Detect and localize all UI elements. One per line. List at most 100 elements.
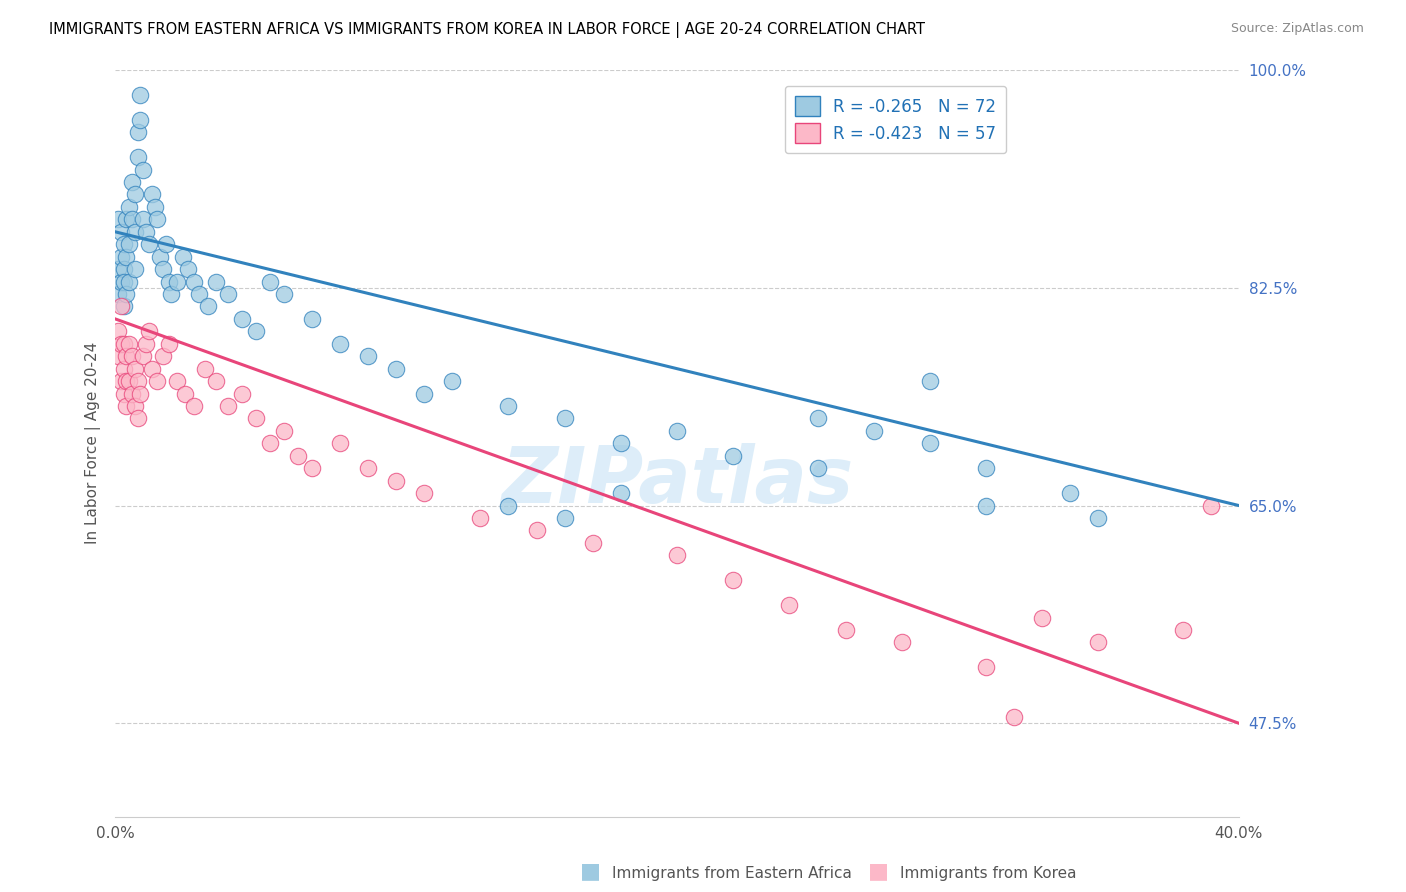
- Point: [259, 436, 281, 450]
- Point: [205, 275, 228, 289]
- Point: [357, 349, 380, 363]
- Point: [385, 361, 408, 376]
- Point: [666, 549, 689, 563]
- Legend: R = -0.265   N = 72, R = -0.423   N = 57: R = -0.265 N = 72, R = -0.423 N = 57: [785, 86, 1005, 153]
- Point: [107, 262, 129, 277]
- Point: [121, 212, 143, 227]
- Point: [273, 424, 295, 438]
- Point: [172, 250, 194, 264]
- Point: [149, 250, 172, 264]
- Text: Immigrants from Eastern Africa: Immigrants from Eastern Africa: [612, 866, 852, 881]
- Point: [110, 225, 132, 239]
- Point: [112, 300, 135, 314]
- Point: [890, 635, 912, 649]
- Point: [498, 399, 520, 413]
- Text: Source: ZipAtlas.com: Source: ZipAtlas.com: [1230, 22, 1364, 36]
- Point: [413, 486, 436, 500]
- Point: [385, 474, 408, 488]
- Point: [152, 262, 174, 277]
- Point: [183, 275, 205, 289]
- Point: [974, 461, 997, 475]
- Point: [974, 499, 997, 513]
- Point: [1199, 499, 1222, 513]
- Point: [1087, 511, 1109, 525]
- Point: [118, 374, 141, 388]
- Y-axis label: In Labor Force | Age 20-24: In Labor Force | Age 20-24: [86, 343, 101, 544]
- Point: [470, 511, 492, 525]
- Point: [582, 536, 605, 550]
- Point: [329, 336, 352, 351]
- Point: [132, 162, 155, 177]
- Point: [231, 312, 253, 326]
- Point: [498, 499, 520, 513]
- Point: [329, 436, 352, 450]
- Point: [217, 399, 239, 413]
- Point: [141, 187, 163, 202]
- Point: [194, 361, 217, 376]
- Point: [166, 275, 188, 289]
- Point: [135, 336, 157, 351]
- Point: [301, 312, 323, 326]
- Point: [127, 125, 149, 139]
- Point: [115, 399, 138, 413]
- Point: [121, 175, 143, 189]
- Point: [118, 200, 141, 214]
- Point: [177, 262, 200, 277]
- Text: Immigrants from Korea: Immigrants from Korea: [900, 866, 1077, 881]
- Point: [245, 411, 267, 425]
- Point: [129, 87, 152, 102]
- Point: [143, 200, 166, 214]
- Point: [778, 598, 800, 612]
- Point: [157, 336, 180, 351]
- Point: [259, 275, 281, 289]
- Point: [357, 461, 380, 475]
- Point: [413, 386, 436, 401]
- Point: [118, 237, 141, 252]
- Point: [273, 287, 295, 301]
- Point: [124, 262, 146, 277]
- Point: [129, 386, 152, 401]
- Point: [138, 237, 160, 252]
- Point: [146, 212, 169, 227]
- Point: [127, 150, 149, 164]
- Point: [135, 225, 157, 239]
- Point: [107, 212, 129, 227]
- Point: [112, 336, 135, 351]
- Point: [115, 287, 138, 301]
- Point: [666, 424, 689, 438]
- Point: [129, 112, 152, 127]
- Text: ■: ■: [869, 862, 889, 881]
- Point: [112, 361, 135, 376]
- Point: [110, 300, 132, 314]
- Point: [1059, 486, 1081, 500]
- Point: [115, 374, 138, 388]
- Point: [974, 660, 997, 674]
- Point: [107, 349, 129, 363]
- Point: [107, 287, 129, 301]
- Point: [918, 374, 941, 388]
- Point: [526, 524, 548, 538]
- Point: [157, 275, 180, 289]
- Point: [132, 349, 155, 363]
- Point: [554, 511, 576, 525]
- Point: [155, 237, 177, 252]
- Point: [1171, 623, 1194, 637]
- Point: [121, 349, 143, 363]
- Point: [115, 349, 138, 363]
- Point: [124, 399, 146, 413]
- Point: [231, 386, 253, 401]
- Point: [610, 436, 633, 450]
- Point: [141, 361, 163, 376]
- Point: [1002, 710, 1025, 724]
- Point: [166, 374, 188, 388]
- Point: [124, 361, 146, 376]
- Point: [110, 374, 132, 388]
- Point: [1087, 635, 1109, 649]
- Point: [118, 336, 141, 351]
- Point: [127, 374, 149, 388]
- Point: [110, 275, 132, 289]
- Point: [183, 399, 205, 413]
- Point: [124, 187, 146, 202]
- Point: [806, 411, 828, 425]
- Point: [301, 461, 323, 475]
